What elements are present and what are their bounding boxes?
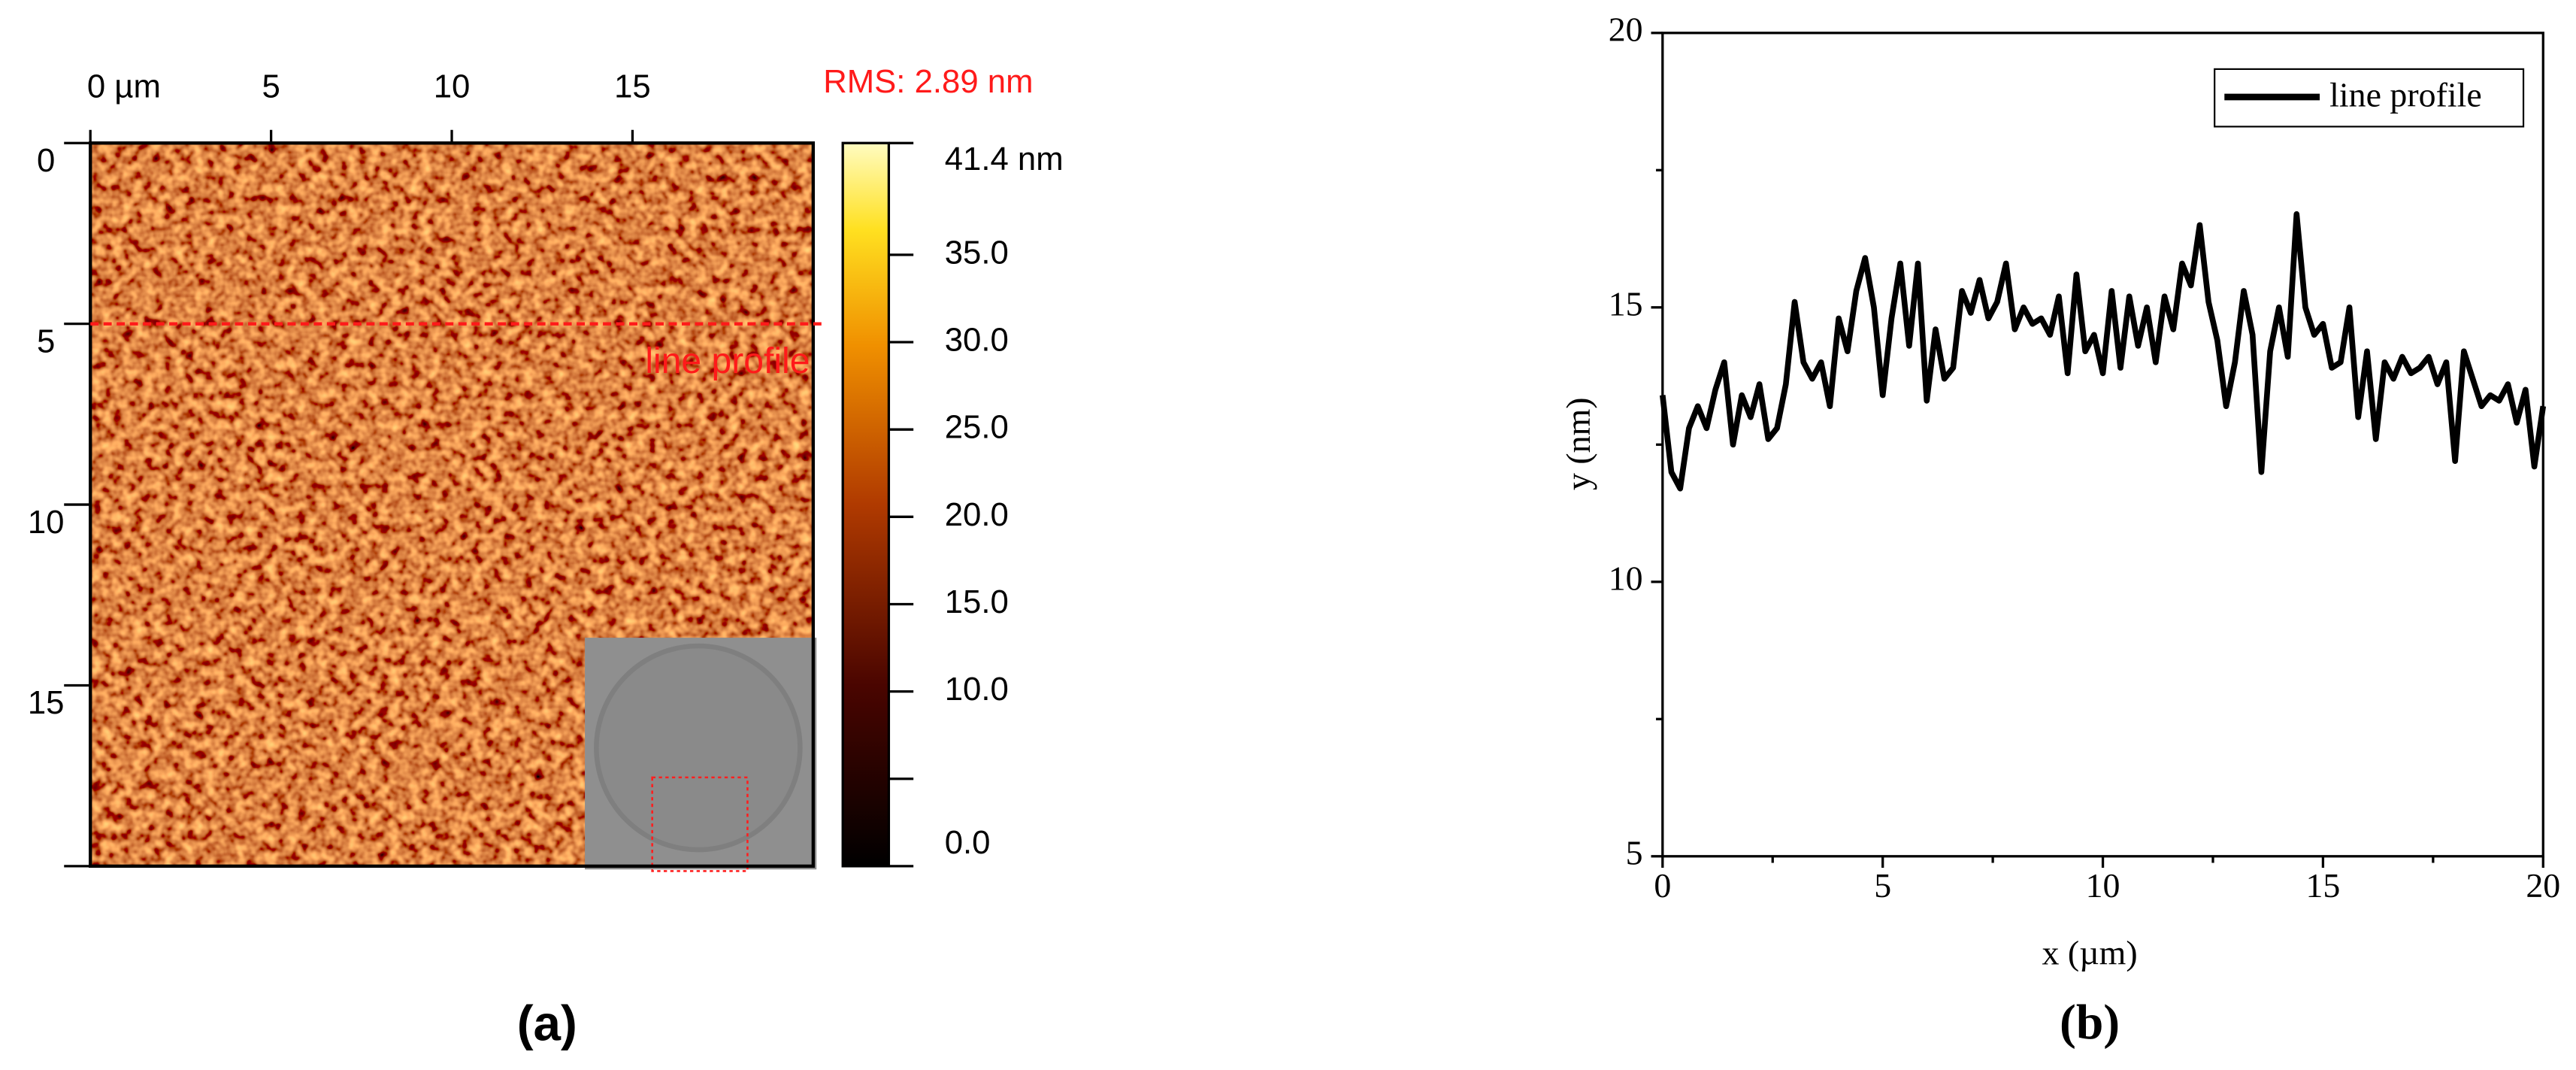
profile-label: line profile: [645, 341, 810, 381]
colorbar-tick-label: 10.0: [945, 671, 1009, 708]
y-tick-label: 10: [28, 504, 65, 541]
y-tick-label: 5: [1626, 833, 1643, 871]
colorbar-tick-label: 20.0: [945, 496, 1009, 533]
colorbar-tick-label: 35.0: [945, 234, 1009, 271]
legend-label: line profile: [2329, 76, 2482, 114]
colorbar: [841, 141, 891, 868]
x-tick-label: 20: [2526, 866, 2560, 905]
x-tick-label: 15: [2305, 866, 2340, 905]
y-tick-label: 15: [1609, 284, 1643, 323]
colorbar-tick-label: 0.0: [945, 824, 991, 861]
y-tick-label: 15: [28, 684, 65, 721]
panel-label: (a): [517, 996, 577, 1050]
y-tick-label: 0: [37, 142, 55, 179]
colorbar-tick-label: 15.0: [945, 583, 1009, 620]
plot-frame: [1661, 32, 2544, 858]
x-tick-label: 0 µm: [87, 68, 161, 105]
x-tick-label: 15: [614, 68, 651, 105]
x-tick-label: 5: [1874, 866, 1891, 905]
y-axis-label: y (nm): [1559, 397, 1597, 490]
panel-a: RMS: 2.89 nm (a) 0 µm 5 10 15 0 5 10 15 41.4 nm 3…: [28, 63, 1064, 1050]
x-tick-label: 10: [2086, 866, 2120, 905]
y-tick-label: 5: [37, 323, 55, 359]
x-tick-label: 0: [1654, 866, 1671, 905]
x-tick-label: 5: [262, 68, 280, 105]
data-line: [1660, 211, 2547, 492]
colorbar-tick-label: 25.0: [945, 409, 1009, 446]
colorbar-tick-label: 30.0: [945, 322, 1009, 359]
x-tick-label: 10: [434, 68, 471, 105]
y-tick-label: 10: [1609, 559, 1643, 597]
y-tick-label: 20: [1609, 10, 1643, 48]
rms-annotation: RMS: 2.89 nm: [823, 63, 1033, 100]
colorbar-tick-label: 41.4 nm: [945, 141, 1064, 177]
inset: [585, 638, 817, 872]
panel-label: (b): [2060, 996, 2120, 1050]
x-axis-label: x (µm): [2042, 934, 2138, 972]
